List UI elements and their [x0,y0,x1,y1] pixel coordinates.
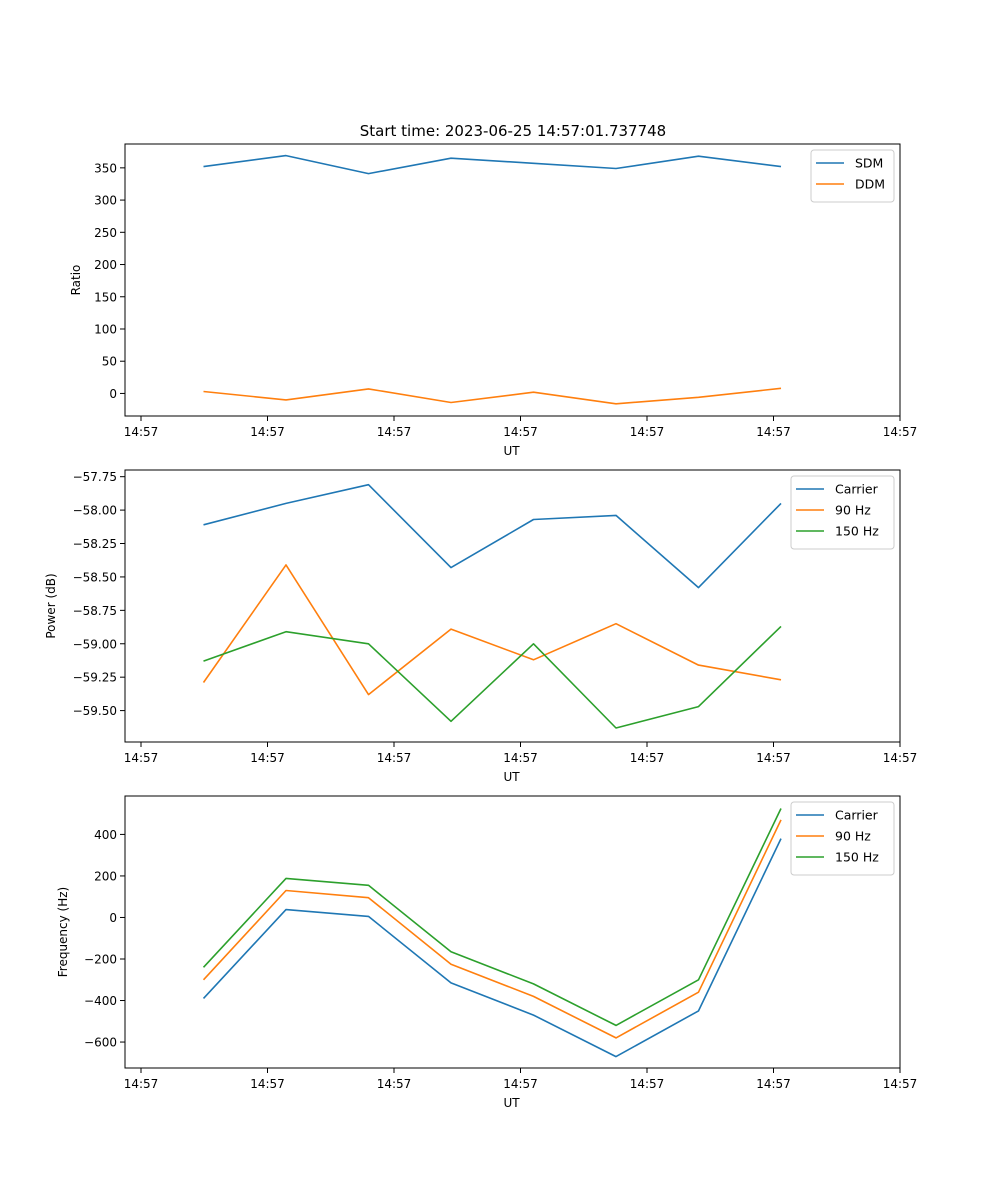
x-tick-label: 14:57 [124,751,159,765]
y-tick-label: 250 [94,226,117,240]
y-axis-label: Frequency (Hz) [56,887,70,978]
x-tick-label: 14:57 [883,425,918,439]
y-tick-label: −58.50 [73,570,117,584]
legend: Carrier 90 Hz 150 Hz [790,801,895,876]
series-line-90-hz [202,564,782,696]
series-line-ddm [203,387,782,405]
y-tick-label: −600 [84,1036,117,1050]
y-tick-label: −58.00 [73,504,117,518]
x-tick-label: 14:57 [503,1077,538,1091]
x-tick-label: 14:57 [377,1077,412,1091]
x-axis-label: UT [503,770,520,784]
y-tick-label: −59.50 [73,704,117,718]
legend-label-150-hz: 150 Hz [835,850,879,865]
legend-label-carrier: Carrier [835,808,879,823]
y-tick-label: 0 [109,387,117,401]
legend: SDM DDM [810,149,895,203]
subplot-1: 14:57 14:57 14:57 14:57 14:57 14:57 14:57 0 50 10… [69,143,918,458]
y-tick-label: 100 [94,322,117,336]
series-line-carrier [203,483,782,589]
subplot-3: 14:57 14:57 14:57 14:57 14:57 14:57 14:57 −600 −… [56,795,918,1110]
series-line-150-hz [203,625,782,729]
y-axis-label: Ratio [69,265,83,296]
x-tick-label: 14:57 [883,751,918,765]
axes-frame [124,469,901,743]
legend-label-90-hz: 90 Hz [835,829,871,844]
subplot-2: 14:57 14:57 14:57 14:57 14:57 14:57 14:57 −59.5… [44,469,918,784]
x-tick-label: 14:57 [250,1077,285,1091]
x-tick-label: 14:57 [503,751,538,765]
y-tick-label: 150 [94,290,117,304]
y-axis-label: Power (dB) [44,573,58,638]
x-tick-label: 14:57 [630,751,665,765]
x-axis-label: UT [503,444,520,458]
y-tick-label: −200 [84,952,117,966]
y-tick-label: −57.75 [73,470,117,484]
x-tick-label: 14:57 [883,1077,918,1091]
x-tick-label: 14:57 [756,1077,791,1091]
axes-frame [124,795,901,1069]
legend: Carrier 90 Hz 150 Hz [790,475,895,550]
x-tick-label: 14:57 [377,425,412,439]
x-tick-label: 14:57 [377,751,412,765]
x-tick-label: 14:57 [124,1077,159,1091]
y-tick-label: −59.00 [73,637,117,651]
y-tick-label: −59.25 [73,671,117,685]
axes-frame [124,143,901,417]
y-tick-label: 200 [94,258,117,272]
y-tick-label: 350 [94,161,117,175]
x-tick-label: 14:57 [503,425,538,439]
x-tick-label: 14:57 [630,425,665,439]
legend-label-ddm: DDM [855,177,885,192]
legend-label-150-hz: 150 Hz [835,524,879,539]
series-line-sdm [203,154,782,175]
x-tick-label: 14:57 [250,425,285,439]
y-tick-label: −58.25 [73,537,117,551]
legend-label-carrier: Carrier [835,482,879,497]
series-line-90-hz [202,819,782,1039]
x-tick-label: 14:57 [756,425,791,439]
y-tick-label: 200 [94,869,117,883]
y-tick-label: 50 [102,355,117,369]
y-tick-label: −58.75 [73,604,117,618]
legend-label-90-hz: 90 Hz [835,503,871,518]
x-tick-label: 14:57 [630,1077,665,1091]
x-tick-label: 14:57 [756,751,791,765]
legend-label-sdm: SDM [855,156,883,171]
figure-title: Start time: 2023-06-25 14:57:01.737748 [360,122,666,140]
x-tick-label: 14:57 [250,751,285,765]
y-tick-label: −400 [84,994,117,1008]
y-tick-label: 0 [109,911,117,925]
series-line-carrier [202,838,782,1058]
y-tick-label: 400 [94,828,117,842]
x-tick-label: 14:57 [124,425,159,439]
x-axis-label: UT [503,1096,520,1110]
y-tick-label: 300 [94,194,117,208]
series-line-150-hz [202,808,782,1027]
